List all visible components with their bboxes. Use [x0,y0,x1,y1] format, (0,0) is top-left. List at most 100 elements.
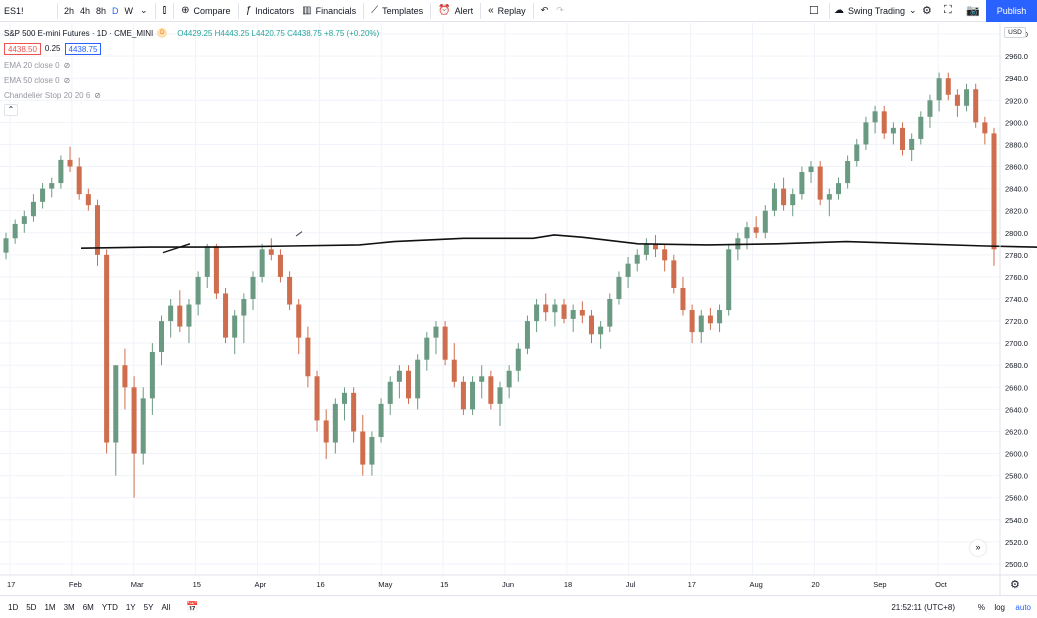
auto-toggle[interactable]: auto [1015,602,1031,612]
range-5d[interactable]: 5D [26,602,37,612]
symbol-title[interactable]: S&P 500 E-mini Futures · 1D · CME_MINI [4,28,154,38]
redo-button[interactable]: ↷ [552,0,568,22]
screenshot-button[interactable]: 📷 [962,0,984,22]
y-tick-label: 2960.0 [1005,52,1028,61]
candle-body [433,326,439,338]
candle-body [149,351,155,399]
candle-body [186,304,192,327]
indicator-chandelier[interactable]: Chandelier Stop 20 20 6 ⊘ [4,90,379,100]
candle-body [863,122,869,145]
candles-icon: ⫾ [162,4,167,16]
publish-button[interactable]: Publish [986,0,1037,22]
buy-price-button[interactable]: 4438.75 [64,42,102,55]
interval-4h[interactable]: 4h [80,5,91,16]
candle-body [900,127,906,150]
eye-off-icon[interactable]: ⊘ [94,90,101,100]
eye-off-icon[interactable]: ⊘ [63,75,71,85]
candle-body [707,315,713,324]
candle-body [982,122,988,134]
indicators-button[interactable]: ƒ Indicators [242,0,299,22]
candle-body [296,304,302,338]
symbol-search[interactable]: ES1! [0,0,54,22]
candles [3,72,997,498]
candle-body [781,188,787,206]
candle-body [625,263,631,277]
price-chart[interactable]: 2500.0 2520.0 2540.0 2560.0 2580.0 2600.0 2620… [0,23,1037,595]
range-3m[interactable]: 3M [63,602,75,612]
range-5y[interactable]: 5Y [143,602,154,612]
candle-body [113,365,119,443]
alarm-clock-icon: ⏰ [438,5,451,16]
goto-date-icon[interactable]: 📅 [186,601,199,613]
undo-button[interactable]: ↶ [537,0,553,22]
gear-icon: ⚙ [922,5,932,17]
candle-body [76,166,82,195]
candle-body [223,293,229,338]
interval-1w[interactable]: W [124,5,134,16]
candle-body [890,127,896,134]
replay-button[interactable]: «Replay [484,0,530,22]
candle-body [396,370,402,382]
compare-button[interactable]: ⊕ Compare [177,0,234,22]
candle-body [259,249,265,277]
interval-8h[interactable]: 8h [96,5,107,16]
candle-body [204,246,210,277]
layout-button[interactable]: ☁ Swing Trading ⌄ [830,0,921,22]
currency-button[interactable]: USD [1004,27,1026,38]
interval-1d[interactable]: D [112,5,119,16]
percent-toggle[interactable]: % [977,602,985,612]
candle-body [524,321,530,349]
range-ytd[interactable]: YTD [101,602,118,612]
candle-body [30,201,36,217]
time-axis[interactable]: 17 Feb Mar 15 Apr 16 May 15 Jun 18 Jul 17 Aug 20 Sep Oc… [7,580,948,589]
gear-icon: ⚙ [1010,579,1020,591]
candle-body [232,315,238,338]
candle-body [323,420,329,443]
eye-off-icon[interactable]: ⊘ [63,60,71,70]
log-toggle[interactable]: log [994,602,1005,612]
interval-dropdown[interactable]: ⌄ [136,0,152,22]
settings-button[interactable]: ⚙ [918,0,936,22]
candle-body [561,304,567,319]
x-tick-label: Aug [750,580,763,589]
fullscreen-box-button[interactable]: ☐ [805,0,823,22]
redo-icon: ↷ [556,5,564,15]
scroll-to-realtime-button[interactable]: » [970,540,986,556]
price-axis[interactable]: 2500.0 2520.0 2540.0 2560.0 2580.0 2600.0 2620… [1005,30,1028,569]
candle-body [662,249,668,261]
divider [532,2,534,19]
candle-body [854,144,860,161]
indicator-ema50[interactable]: EMA 50 close 0 ⊘ [4,75,379,85]
range-1y[interactable]: 1Y [125,602,136,612]
alert-button[interactable]: ⏰ Alert [434,0,477,22]
candle-body [808,166,814,173]
sell-price-button[interactable]: 4438.50 [4,42,41,55]
candle-body [579,310,585,316]
clock[interactable]: 21:52:11 (UTC+8) [891,602,955,612]
y-tick-label: 2540.0 [1005,516,1028,525]
chart-settings-button[interactable]: ⚙ [1010,578,1020,591]
fullscreen-button[interactable]: ⛶ [940,0,956,22]
candle-body [497,387,503,404]
range-1d[interactable]: 1D [8,602,19,612]
y-tick-label: 2940.0 [1005,74,1028,83]
range-6m[interactable]: 6M [82,602,94,612]
candle-body [213,246,219,294]
candle-body [277,254,283,277]
indicator-ema20[interactable]: EMA 20 close 0 ⊘ [4,60,379,70]
collapse-legend-button[interactable]: ⌃ [4,104,18,116]
templates-button[interactable]: ⟋ Templates [367,0,427,22]
y-tick-label: 2660.0 [1005,383,1028,392]
x-tick-label: 16 [316,580,324,589]
market-status-badge: D [157,28,168,38]
candle-body [351,392,357,432]
range-1m[interactable]: 1M [44,602,56,612]
y-tick-label: 2860.0 [1005,163,1028,172]
candle-body [451,359,457,382]
range-all[interactable]: All [161,602,171,612]
rewind-icon: « [488,5,494,16]
interval-2h[interactable]: 2h [64,5,75,16]
chart-type-button[interactable]: ⫾ [159,0,171,22]
financials-button[interactable]: ▥ Financials [298,0,360,22]
candle-body [58,159,64,184]
